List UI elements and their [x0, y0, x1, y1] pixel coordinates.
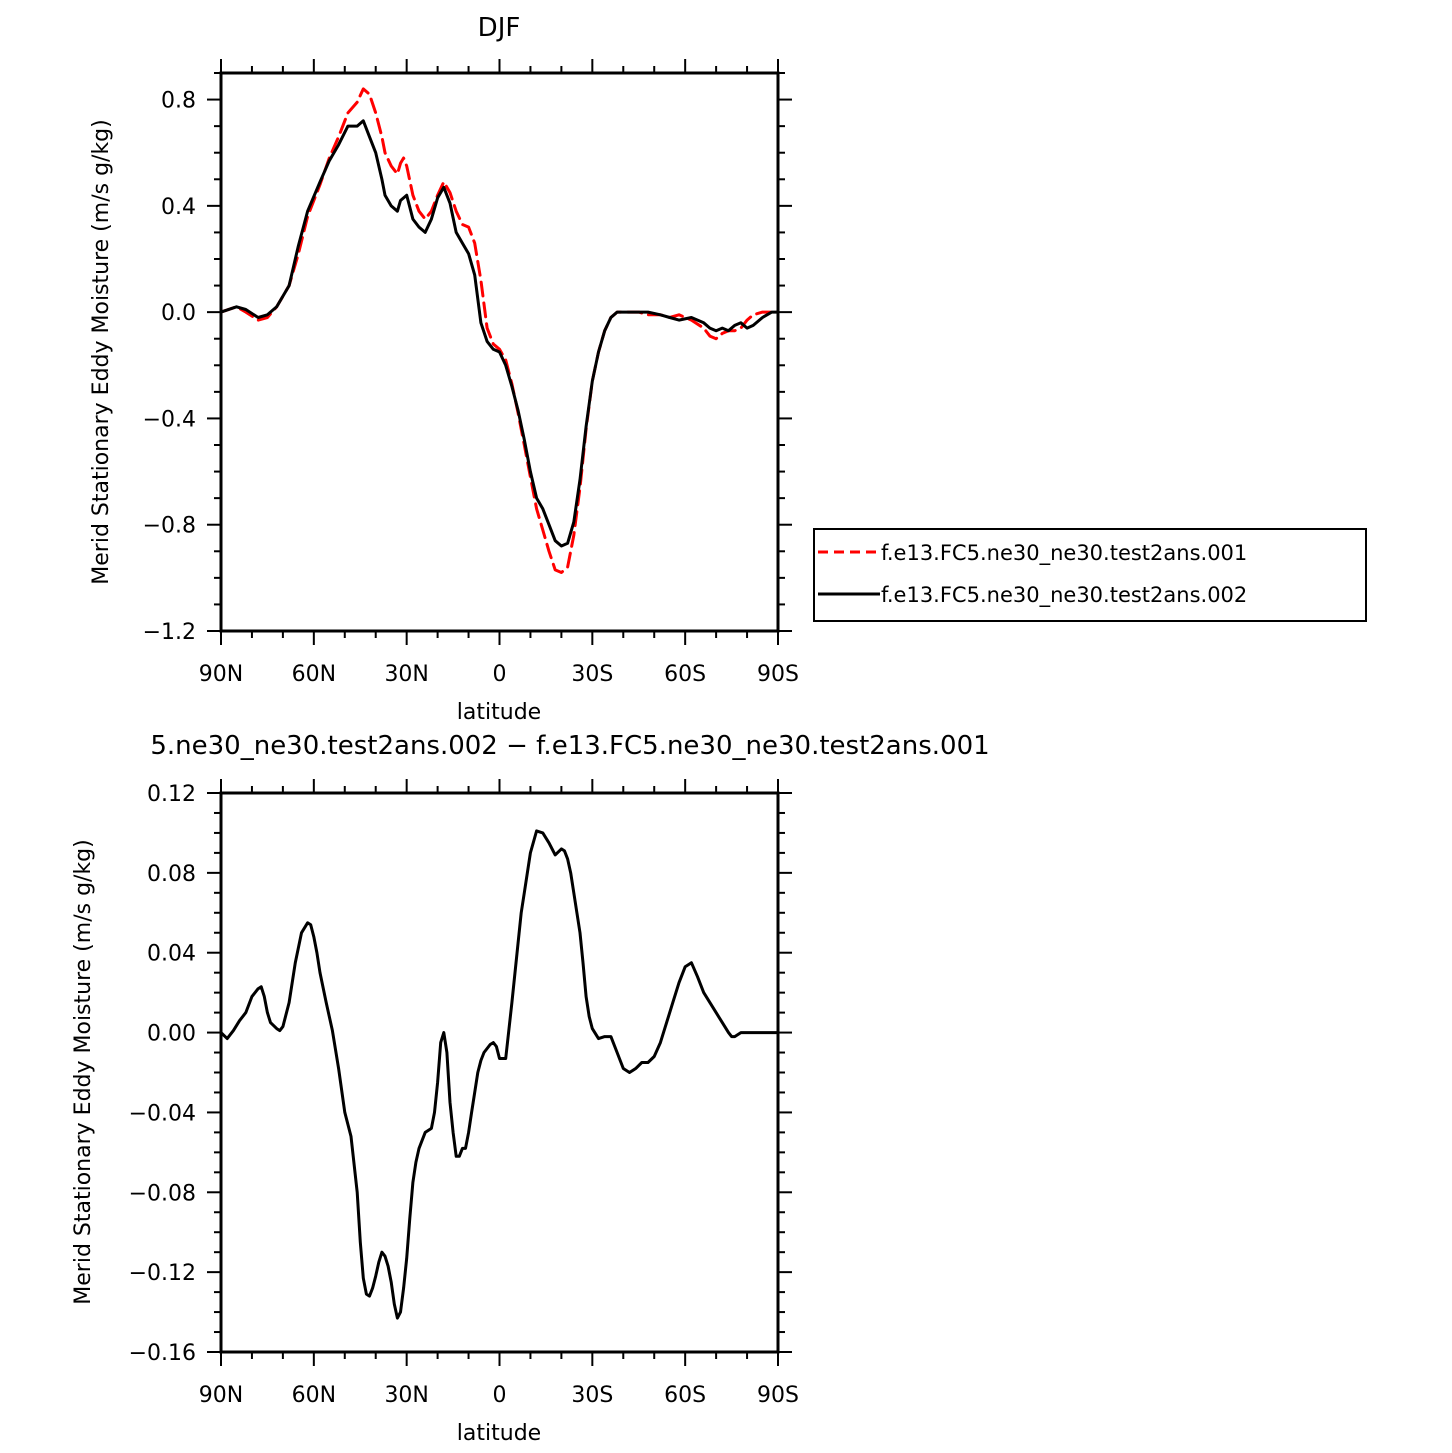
y-tick-label: 0.0: [161, 301, 196, 326]
y-axis-label: Merid Stationary Eddy Moisture (m/s g/kg…: [71, 839, 96, 1304]
legend-box: [813, 528, 1367, 622]
y-tick-label: 0.00: [147, 1022, 196, 1047]
x-tick-label: 0: [493, 662, 507, 687]
y-tick-label: 0.08: [147, 862, 196, 887]
y-axis-label: Merid Stationary Eddy Moisture (m/s g/kg…: [89, 119, 114, 584]
y-tick-label: −0.16: [129, 1341, 196, 1366]
y-tick-label: −0.12: [129, 1261, 196, 1286]
plot-area: [219, 87, 780, 574]
x-axis-label: latitude: [457, 1421, 541, 1446]
y-tick-label: 0.04: [147, 942, 196, 967]
y-tick-label: −0.8: [143, 514, 196, 539]
legend-label-series-001: f.e13.FC5.ne30_ne30.test2ans.001: [881, 541, 1247, 566]
y-tick-label: 0.12: [147, 782, 196, 807]
x-axis-label: latitude: [457, 700, 541, 725]
axes: 90N 60N 30N 0 30S 60S 90S 0.12 0.08 0.04 0.00 −0.04…: [129, 779, 799, 1408]
y-tick-label: −1.2: [143, 620, 196, 645]
x-tick-label: 30N: [384, 1383, 428, 1408]
y-tick-label: −0.4: [143, 407, 196, 432]
x-tick-label: 60S: [664, 662, 706, 687]
series-line-2: [219, 119, 780, 548]
chart-panel-difference: 5.ne30_ne30.test2ans.002 − f.e13.FC5.ne3…: [71, 731, 990, 1446]
legend-label-series-002: f.e13.FC5.ne30_ne30.test2ans.002: [881, 583, 1247, 608]
series-line-1: [219, 87, 780, 574]
x-tick-label: 30S: [571, 662, 613, 687]
x-tick-label: 60S: [664, 1383, 706, 1408]
y-tick-label: 0.8: [161, 89, 196, 114]
x-tick-label: 0: [493, 1383, 507, 1408]
x-tick-label: 30S: [571, 1383, 613, 1408]
plot-frame: [219, 791, 780, 1354]
chart-panel-djf: DJF 90N 60N 30N 0 30S 60S 90S 0.8 0.4 0.0 −0.4 −0.8…: [89, 13, 1367, 725]
x-tick-label: 90N: [199, 662, 243, 687]
y-tick-label: −0.08: [129, 1181, 196, 1206]
x-tick-label: 60N: [292, 662, 336, 687]
series-line-1: [219, 829, 780, 1320]
axes: 90N 60N 30N 0 30S 60S 90S 0.8 0.4 0.0 −0.4 −0.8 −1.2: [143, 59, 799, 687]
x-tick-label: 30N: [384, 662, 428, 687]
x-tick-label: 90S: [757, 1383, 799, 1408]
chart-title: 5.ne30_ne30.test2ans.002 − f.e13.FC5.ne3…: [150, 731, 989, 761]
legend: f.e13.FC5.ne30_ne30.test2ans.001 f.e13.F…: [813, 528, 1367, 622]
x-tick-label: 90S: [757, 662, 799, 687]
y-tick-label: −0.04: [129, 1101, 196, 1126]
y-tick-label: 0.4: [161, 195, 196, 220]
plot-area: [219, 829, 780, 1320]
chart-title: DJF: [478, 13, 521, 43]
x-tick-label: 90N: [199, 1383, 243, 1408]
x-tick-label: 60N: [292, 1383, 336, 1408]
